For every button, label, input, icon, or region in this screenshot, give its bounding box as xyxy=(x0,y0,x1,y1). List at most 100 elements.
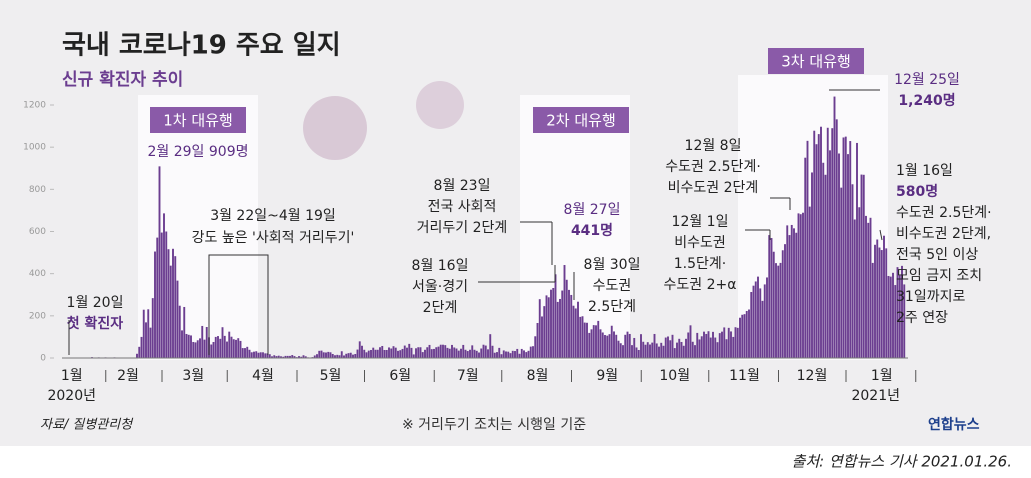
bar xyxy=(660,342,663,358)
bar xyxy=(878,247,881,358)
bar xyxy=(570,294,573,358)
wave-box xyxy=(150,107,246,133)
bar xyxy=(226,341,228,358)
bar xyxy=(390,348,393,358)
bar xyxy=(430,349,433,358)
bar xyxy=(482,344,485,358)
bar xyxy=(325,352,327,358)
bar xyxy=(750,292,753,358)
wave-box xyxy=(768,48,864,74)
bar xyxy=(601,332,604,358)
bar xyxy=(201,325,204,358)
bar xyxy=(352,354,354,358)
bar xyxy=(653,333,656,358)
bar xyxy=(889,276,892,358)
x-tick-label: 1월 xyxy=(61,368,83,384)
bar xyxy=(885,248,888,358)
annotation: 거리두기 2단계 xyxy=(417,220,508,236)
bar xyxy=(415,348,417,358)
y-tick-label: 0 xyxy=(40,354,46,364)
bar xyxy=(572,305,575,358)
bar xyxy=(520,348,523,358)
bar xyxy=(505,351,507,358)
bar xyxy=(469,349,471,358)
bar xyxy=(858,207,861,358)
bar xyxy=(221,327,224,358)
bar xyxy=(568,289,570,358)
bar xyxy=(194,342,197,358)
x-tick-label: 11월 xyxy=(729,368,760,384)
bar xyxy=(419,347,422,358)
bar xyxy=(813,130,816,358)
bar xyxy=(273,355,276,358)
bar xyxy=(354,353,357,358)
bar xyxy=(478,352,480,358)
annotation: 3월 22일~4월 19일 xyxy=(210,208,336,224)
bar xyxy=(700,336,703,358)
bar xyxy=(457,350,460,358)
bar xyxy=(691,341,694,358)
y-tick-label: 1200 xyxy=(23,101,46,111)
bar xyxy=(718,333,721,358)
y-tick-label: 400 xyxy=(29,269,46,279)
bar xyxy=(808,206,811,358)
bar xyxy=(462,344,465,358)
annotation: 서울·경기 xyxy=(412,279,468,295)
subtitle: 신규 확진자 추이 xyxy=(62,70,183,90)
bar xyxy=(835,119,838,358)
bar xyxy=(745,310,748,358)
y-tick-label: 200 xyxy=(29,311,46,321)
leader-line xyxy=(879,229,883,241)
bar xyxy=(176,280,179,358)
bar xyxy=(406,347,408,358)
bar xyxy=(743,314,746,358)
bar xyxy=(466,351,469,358)
bar xyxy=(214,336,217,358)
bar xyxy=(219,338,222,358)
bar xyxy=(689,325,692,358)
bar xyxy=(192,341,195,358)
bar xyxy=(642,341,645,358)
bar xyxy=(833,96,836,359)
bar xyxy=(289,355,291,358)
bar xyxy=(262,352,264,358)
bar xyxy=(795,232,798,358)
bar xyxy=(635,347,638,358)
bar xyxy=(304,356,307,358)
bar xyxy=(185,333,188,358)
bar xyxy=(730,331,732,358)
bar xyxy=(230,336,233,358)
bar xyxy=(172,248,174,358)
bar xyxy=(156,237,159,358)
bar xyxy=(448,348,451,358)
year-label: 2021년 xyxy=(851,388,900,404)
bar xyxy=(678,338,681,358)
bar xyxy=(302,355,305,358)
bar xyxy=(421,352,424,358)
bar xyxy=(790,224,793,358)
bar xyxy=(707,331,710,358)
bar xyxy=(768,235,771,358)
bar xyxy=(831,128,834,358)
bar xyxy=(748,309,750,358)
bar xyxy=(241,348,244,358)
bar xyxy=(379,347,381,358)
bar xyxy=(298,356,300,358)
bar xyxy=(439,344,442,358)
bar xyxy=(165,231,168,358)
bar xyxy=(698,339,701,358)
bar xyxy=(361,345,363,358)
bar xyxy=(399,350,402,358)
bar xyxy=(394,347,397,358)
bar xyxy=(293,356,296,358)
bar xyxy=(561,290,564,358)
bar xyxy=(237,338,240,358)
bar xyxy=(761,300,764,358)
bar xyxy=(327,351,330,358)
bar xyxy=(401,348,404,358)
bar xyxy=(896,267,899,358)
bar xyxy=(633,337,636,358)
bar xyxy=(455,348,458,358)
annotation: 2.5단계 xyxy=(588,299,636,315)
bar xyxy=(892,272,894,358)
